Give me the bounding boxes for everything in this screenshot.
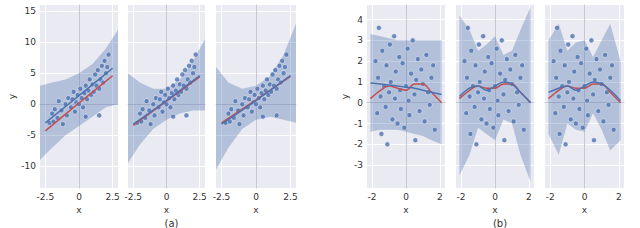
svg-text:2.5: 2.5: [105, 192, 119, 202]
svg-text:0: 0: [492, 192, 498, 202]
svg-text:-1: -1: [354, 119, 363, 129]
svg-text:x: x: [582, 205, 588, 215]
svg-text:-2.5: -2.5: [125, 192, 143, 202]
svg-text:-10: -10: [21, 161, 36, 171]
svg-text:15: 15: [25, 6, 36, 16]
svg-text:0: 0: [403, 192, 409, 202]
svg-text:2: 2: [526, 192, 532, 202]
svg-text:-2.5: -2.5: [213, 192, 231, 202]
svg-text:1: 1: [357, 77, 363, 87]
svg-text:-5: -5: [27, 130, 36, 140]
svg-text:5: 5: [30, 68, 36, 78]
svg-text:0: 0: [253, 192, 259, 202]
svg-text:x: x: [164, 205, 170, 215]
svg-text:-2: -2: [457, 192, 466, 202]
svg-text:2.5: 2.5: [283, 192, 297, 202]
svg-text:x: x: [403, 205, 409, 215]
svg-text:2: 2: [616, 192, 622, 202]
svg-text:2: 2: [357, 56, 363, 66]
svg-text:-2.5: -2.5: [37, 192, 55, 202]
svg-text:0: 0: [357, 98, 363, 108]
svg-text:0: 0: [582, 192, 588, 202]
svg-text:0: 0: [164, 192, 170, 202]
svg-text:y: y: [340, 93, 350, 99]
svg-text:(a): (a): [165, 218, 179, 228]
svg-text:x: x: [492, 205, 498, 215]
svg-text:2: 2: [437, 192, 443, 202]
svg-text:3: 3: [357, 35, 363, 45]
svg-text:-2: -2: [368, 192, 377, 202]
svg-text:x: x: [76, 205, 82, 215]
svg-text:-3: -3: [354, 160, 363, 170]
svg-text:0: 0: [30, 99, 36, 109]
svg-text:-2: -2: [354, 139, 363, 149]
svg-text:10: 10: [25, 37, 37, 47]
svg-text:2.5: 2.5: [193, 192, 207, 202]
svg-text:4: 4: [357, 15, 363, 25]
svg-text:0: 0: [76, 192, 82, 202]
svg-text:-2: -2: [546, 192, 555, 202]
svg-text:y: y: [7, 93, 17, 99]
svg-text:(b): (b): [493, 218, 507, 228]
svg-text:x: x: [253, 205, 259, 215]
